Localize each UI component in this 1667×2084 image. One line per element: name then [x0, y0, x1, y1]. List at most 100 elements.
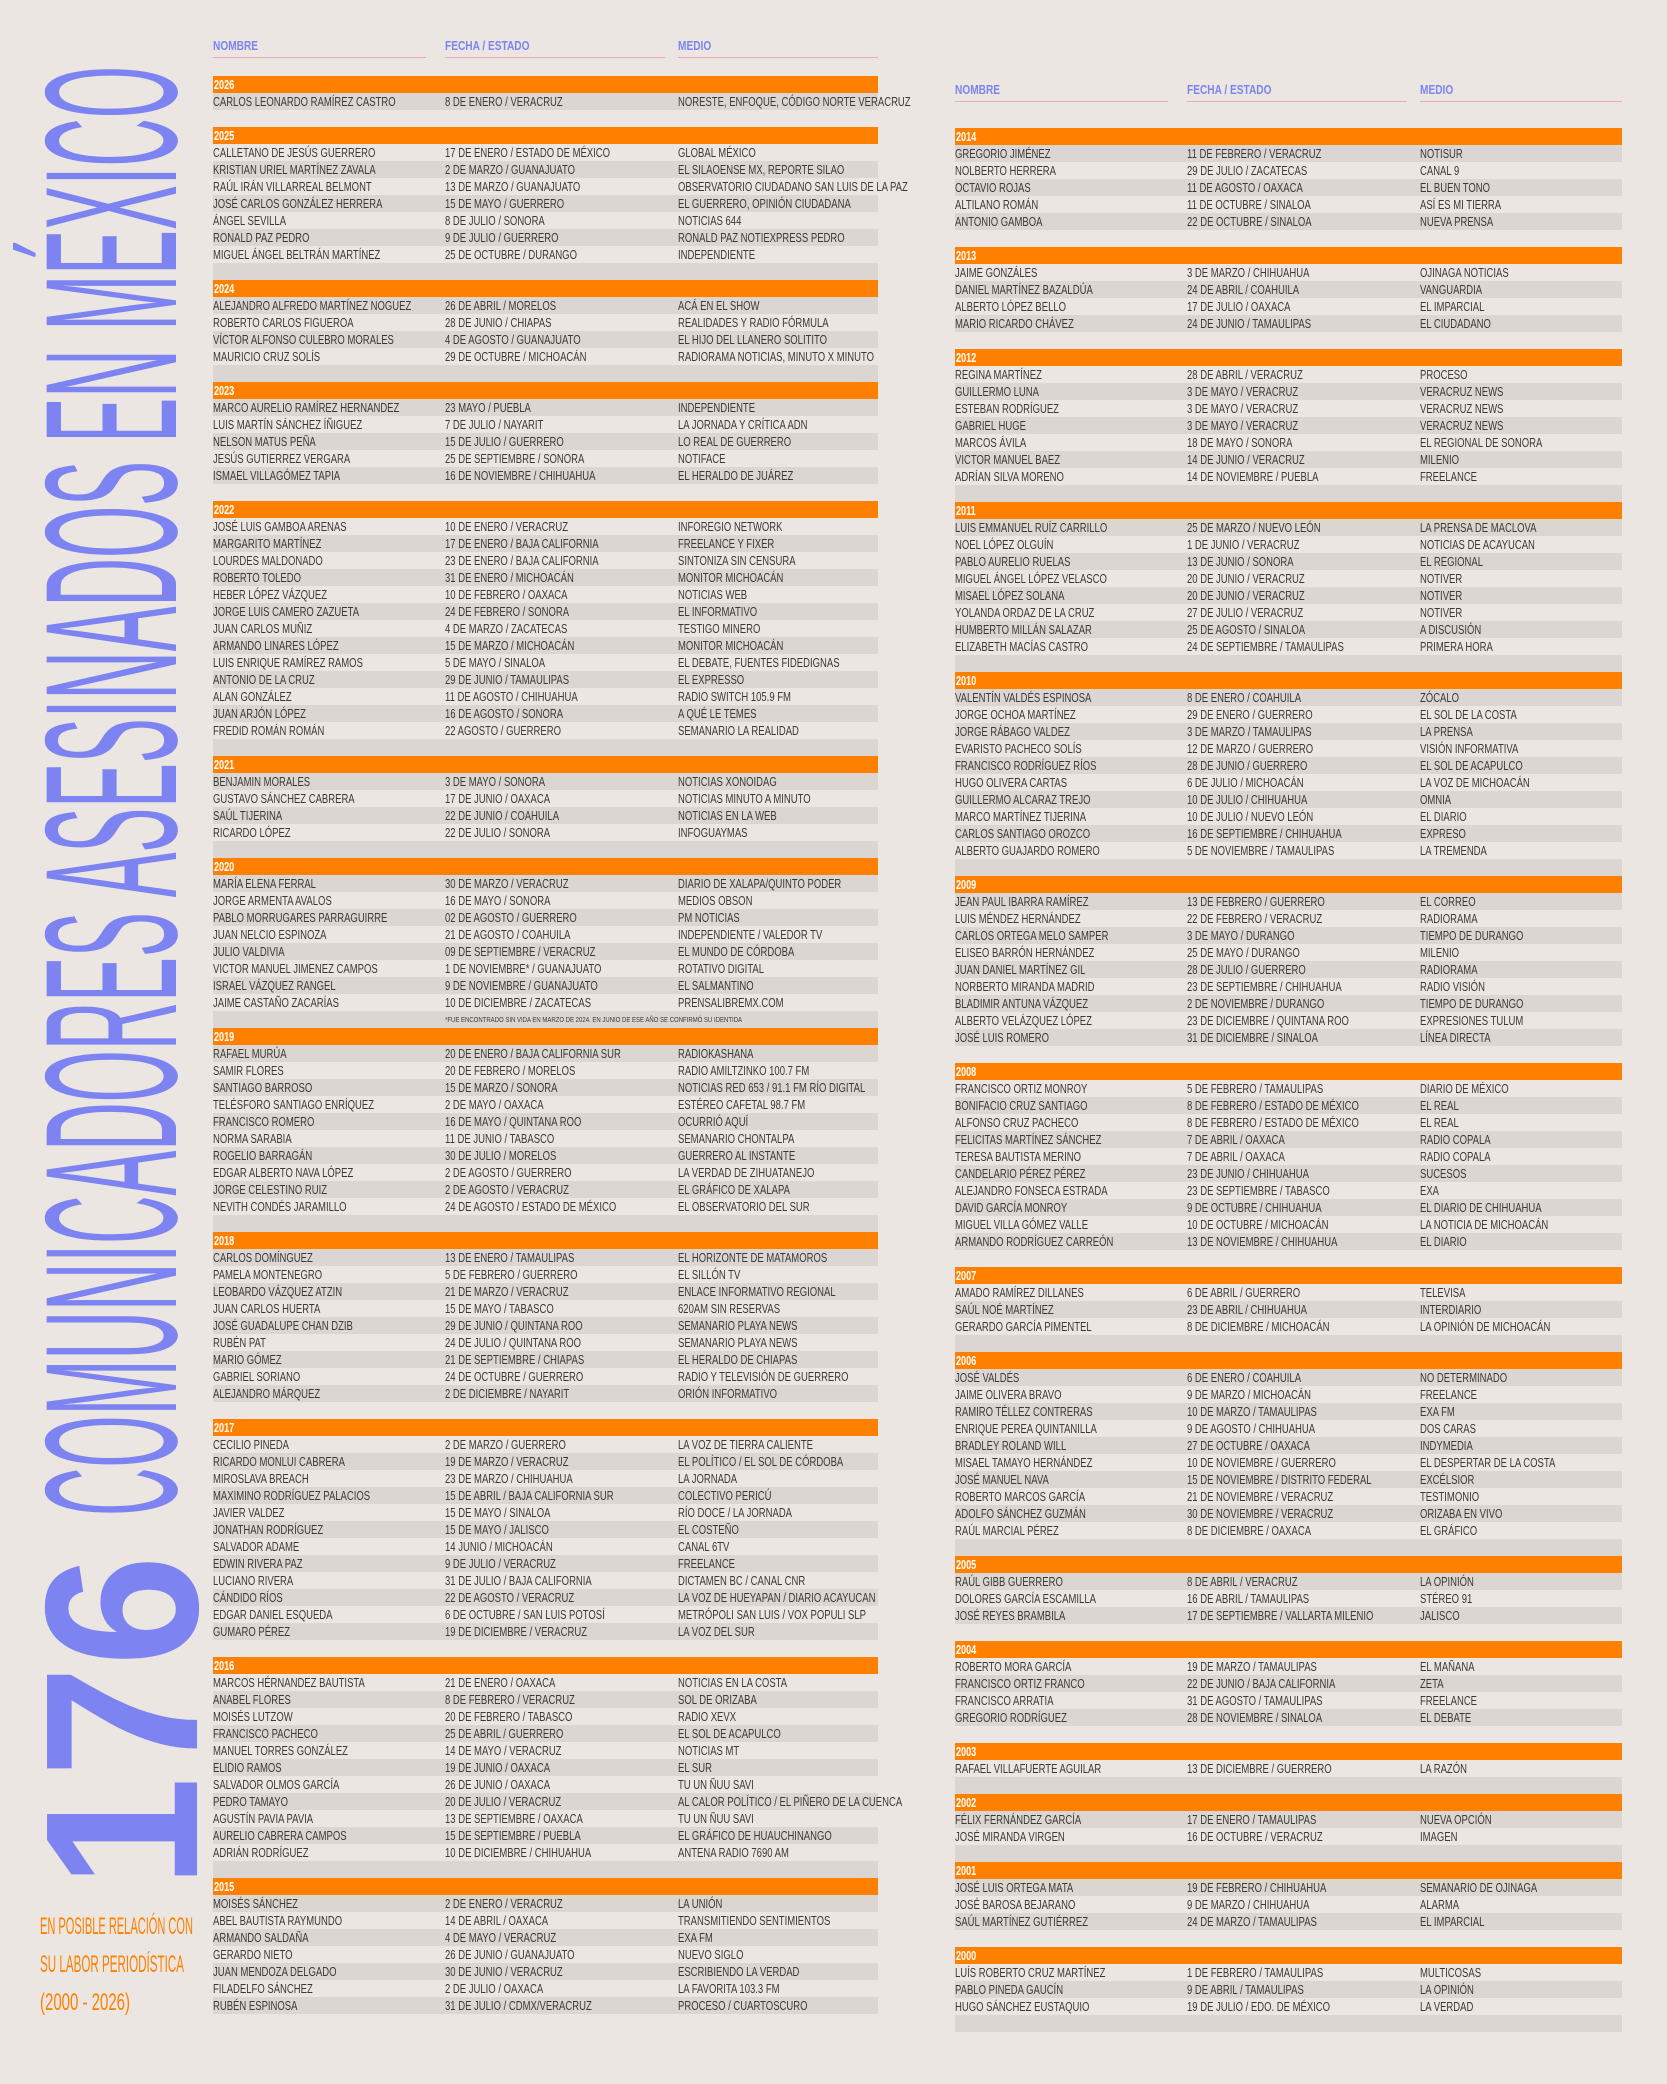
section-spacer	[955, 1624, 1622, 1641]
victim-name: JUAN ARJÓN LÓPEZ	[213, 707, 306, 721]
year-header: 2016	[213, 1657, 878, 1674]
date-state: 26 DE ABRIL / MORELOS	[445, 299, 557, 313]
year-section: 2015 MOISÉS SÁNCHEZ 2 DE ENERO / VERACRUZ L…	[213, 1878, 878, 2031]
victim-name: GABRIEL HUGE	[955, 419, 1026, 433]
media-outlet: EL IMPARCIAL	[1420, 300, 1485, 314]
table-row: HUGO SÁNCHEZ EUSTAQUIO 19 DE JULIO / EDO.…	[955, 1998, 1622, 2015]
table-row: SAÚL NOÉ MARTÍNEZ 23 DE ABRIL / CHIHUAHUA…	[955, 1301, 1622, 1318]
table-row: SALVADOR OLMOS GARCÍA 26 DE JUNIO / OAXAC…	[213, 1776, 878, 1793]
table-row: DANIEL MARTÍNEZ BAZALDÚA 24 DE ABRIL / CO…	[955, 281, 1622, 298]
year-label: 2016	[214, 1658, 235, 1673]
media-outlet: EXPRESO	[1420, 827, 1466, 841]
media-outlet: PRIMERA HORA	[1420, 640, 1493, 654]
table-row: NORMA SARABIA 11 DE JUNIO / TABASCO SEMANA…	[213, 1130, 878, 1147]
media-outlet: EL COSTEÑO	[678, 1523, 739, 1537]
date-state: 20 DE JUNIO / VERACRUZ	[1187, 572, 1305, 586]
date-state: 21 DE SEPTIEMBRE / CHIAPAS	[445, 1353, 585, 1367]
victim-name: ARMANDO SALDAÑA	[213, 1931, 309, 1945]
date-state: 10 DE DICIEMBRE / CHIHUAHUA	[445, 1846, 592, 1860]
media-outlet: INFOREGIO NETWORK	[678, 520, 783, 534]
date-state: 10 DE NOVIEMBRE / GUERRERO	[1187, 1456, 1336, 1470]
table-row: MARCO AURELIO RAMÍREZ HERNANDEZ 23 MAYO /…	[213, 399, 878, 416]
title-graphic: COMUNICADORES ASESINADOS EN MÉXICO 176 E…	[1, 66, 210, 2016]
media-outlet: VERACRUZ NEWS	[1420, 419, 1504, 433]
year-header: 2015	[213, 1878, 878, 1895]
table-row: MARCOS ÁVILA 18 DE MAYO / SONORA EL REGION…	[955, 434, 1622, 451]
date-state: 15 DE SEPTIEMBRE / PUEBLA	[445, 1829, 581, 1843]
table-row: MARÍA ELENA FERRAL 30 DE MARZO / VERACRUZ…	[213, 875, 878, 892]
victim-name: NORMA SARABIA	[213, 1132, 292, 1146]
date-state: 19 DE JUNIO / OAXACA	[445, 1761, 551, 1775]
media-outlet: SEMANARIO LA REALIDAD	[678, 724, 799, 738]
year-label: 2006	[956, 1353, 977, 1368]
year-header: 2008	[955, 1063, 1622, 1080]
victim-name: GUILLERMO LUNA	[955, 385, 1039, 399]
victim-name: LUIS MÉNDEZ HERNÁNDEZ	[955, 912, 1081, 926]
date-state: 2 DE ENERO / VERACRUZ	[445, 1897, 563, 1911]
date-state: 13 DE NOVIEMBRE / CHIHUAHUA	[1187, 1235, 1338, 1249]
table-row: ALBERTO GUAJARDO ROMERO 5 DE NOVIEMBRE / …	[955, 842, 1622, 859]
year-header: 2018	[213, 1232, 878, 1249]
year-section: 2005 RAÚL GIBB GUERRERO 8 DE ABRIL / VERAC…	[955, 1556, 1622, 1641]
victim-name: LUIS MARTÍN SÁNCHEZ ÍÑIGUEZ	[213, 418, 363, 432]
table-row: EVARISTO PACHECO SOLÍS 12 DE MARZO / GUER…	[955, 740, 1622, 757]
victim-name: SALVADOR OLMOS GARCÍA	[213, 1778, 340, 1792]
media-outlet: MEDIOS OBSON	[678, 894, 753, 908]
victim-name: FILADELFO SÁNCHEZ	[213, 1982, 313, 1996]
media-outlet: NO DETERMINADO	[1420, 1371, 1508, 1385]
year-section: 2013 JAIME GONZÁLES 3 DE MARZO / CHIHUAHUA…	[955, 247, 1622, 349]
date-state: 20 DE FEBRERO / TABASCO	[445, 1710, 573, 1724]
date-state: 9 DE NOVIEMBRE / GUANAJUATO	[445, 979, 598, 993]
table-row: JUAN CARLOS MUÑIZ 4 DE MARZO / ZACATECAS T…	[213, 620, 878, 637]
media-outlet: LA OPINIÓN	[1420, 1983, 1474, 1997]
table-row: JOSÉ LUIS ORTEGA MATA 19 DE FEBRERO / CHI…	[955, 1879, 1622, 1896]
media-outlet: INDEPENDIENTE	[678, 401, 756, 415]
date-state: 28 DE JULIO / GUERRERO	[1187, 963, 1306, 977]
media-outlet: PM NOTICIAS	[678, 911, 740, 925]
media-outlet: CANAL 9	[1420, 164, 1460, 178]
table-row: BLADIMIR ANTUNA VÁZQUEZ 2 DE NOVIEMBRE / …	[955, 995, 1622, 1012]
media-outlet: A QUÉ LE TEMES	[678, 707, 757, 721]
table-row: YOLANDA ORDAZ DE LA CRUZ 27 DE JULIO / VE…	[955, 604, 1622, 621]
date-state: 27 DE OCTUBRE / OAXACA	[1187, 1439, 1311, 1453]
section-spacer	[955, 332, 1622, 349]
victim-name: MISAEL TAMAYO HERNÁNDEZ	[955, 1456, 1093, 1470]
media-outlet: LA PRENSA	[1420, 725, 1473, 739]
year-label: 2004	[956, 1642, 977, 1657]
victim-name: ALAN GONZÁLEZ	[213, 690, 292, 704]
date-state: 7 DE JULIO / NAYARIT	[445, 418, 544, 432]
table-row: LUIS MARTÍN SÁNCHEZ ÍÑIGUEZ 7 DE JULIO / …	[213, 416, 878, 433]
media-outlet: NUEVO SIGLO	[678, 1948, 744, 1962]
media-outlet: EL SOL DE ACAPULCO	[1420, 759, 1523, 773]
table-row: JAIME OLIVERA BRAVO 9 DE MARZO / MICHOACÁ…	[955, 1386, 1622, 1403]
table-row: TERESA BAUTISTA MERINO 7 DE ABRIL / OAXAC…	[955, 1148, 1622, 1165]
victim-name: EDGAR ALBERTO NAVA LÓPEZ	[213, 1166, 354, 1180]
table-row: SAÚL TIJERINA 22 DE JUNIO / COAHUILA NOTIC…	[213, 807, 878, 824]
victim-name: RAÚL MARCIAL PÉREZ	[955, 1524, 1059, 1538]
headline: COMUNICADORES ASESINADOS EN MÉXICO	[6, 66, 210, 1516]
date-state: 8 DE ENERO / VERACRUZ	[445, 95, 563, 109]
date-state: 11 DE OCTUBRE / SINALOA	[1187, 198, 1311, 212]
date-state: 3 DE MAYO / VERACRUZ	[1187, 419, 1299, 433]
table-row: MIGUEL ÁNGEL LÓPEZ VELASCO 20 DE JUNIO / …	[955, 570, 1622, 587]
victim-name: JOSÉ VALDÉS	[955, 1371, 1020, 1385]
date-state: 24 DE SEPTIEMBRE / TAMAULIPAS	[1187, 640, 1344, 654]
table-row: VÍCTOR ALFONSO CULEBRO MORALES 4 DE AGOST…	[213, 331, 878, 348]
victim-name: AGUSTÍN PAVIA PAVIA	[213, 1812, 314, 1826]
date-state: 16 DE OCTUBRE / VERACRUZ	[1187, 1830, 1323, 1844]
date-state: 17 DE ENERO / BAJA CALIFORNIA	[445, 537, 599, 551]
table-row: BRADLEY ROLAND WILL 27 DE OCTUBRE / OAXAC…	[955, 1437, 1622, 1454]
victim-name: VALENTÍN VALDÉS ESPINOSA	[955, 691, 1092, 705]
section-spacer	[213, 110, 878, 127]
media-outlet: EL GRÁFICO	[1420, 1524, 1478, 1538]
media-outlet: ZÓCALO	[1420, 691, 1460, 705]
table-row: RAÚL GIBB GUERRERO 8 DE ABRIL / VERACRUZ L…	[955, 1573, 1622, 1590]
victim-name: JORGE RÁBAGO VALDEZ	[955, 725, 1070, 739]
victim-name: SALVADOR ADAME	[213, 1540, 300, 1554]
section-spacer	[213, 2014, 878, 2031]
victim-name: FRANCISCO ROMERO	[213, 1115, 315, 1129]
date-state: 24 DE MARZO / TAMAULIPAS	[1187, 1915, 1317, 1929]
media-outlet: TRANSMITIENDO SENTIMIENTOS	[678, 1914, 831, 1928]
media-outlet: FREELANCE	[678, 1557, 736, 1571]
table-row: CARLOS SANTIAGO OROZCO 16 DE SEPTIEMBRE /…	[955, 825, 1622, 842]
